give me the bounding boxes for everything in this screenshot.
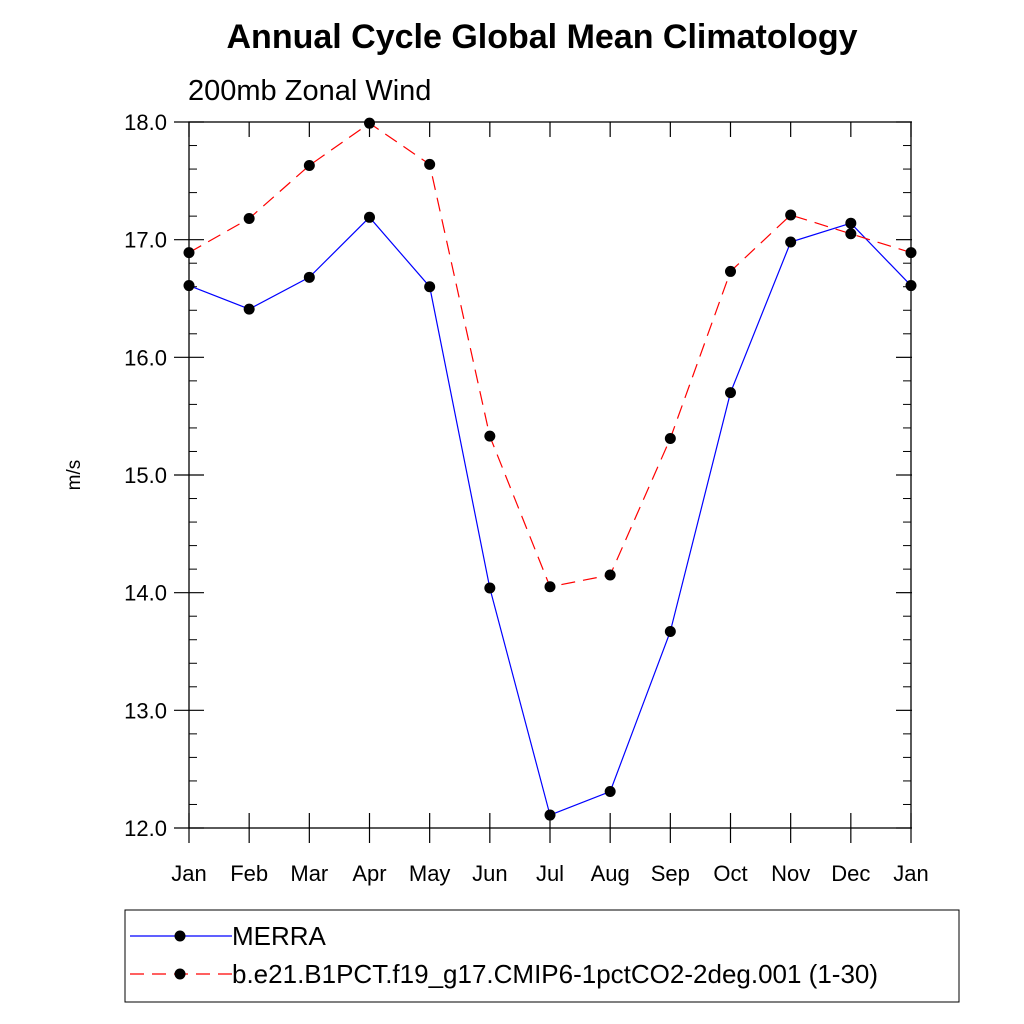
data-point [785, 236, 797, 248]
data-point [845, 228, 857, 240]
chart-title: Annual Cycle Global Mean Climatology [227, 18, 858, 56]
data-point [424, 281, 436, 293]
legend-label-1: b.e21.B1PCT.f19_g17.CMIP6-1pctCO2-2deg.0… [232, 959, 878, 989]
y-tick-label: 16.0 [124, 345, 167, 370]
data-point [243, 212, 255, 224]
x-tick-label: Jul [536, 861, 564, 886]
legend-label-0: MERRA [232, 921, 327, 951]
x-tick-label: Nov [771, 861, 810, 886]
x-tick-label: Jun [472, 861, 507, 886]
data-point [544, 581, 556, 593]
x-tick-label: May [409, 861, 451, 886]
data-point [364, 211, 375, 223]
y-tick-label: 12.0 [124, 816, 167, 841]
data-point [604, 786, 616, 798]
axis-ticks [174, 121, 912, 843]
x-tick-label: Oct [713, 861, 747, 886]
data-point [845, 217, 857, 229]
tick-labels: 12.0 13.0 14.0 15.0 16.0 17.0 18.0 Jan Feb Mar Apr… [124, 110, 929, 886]
x-tick-label: Jan [171, 861, 206, 886]
x-tick-label: Aug [591, 861, 630, 886]
data-point [725, 265, 736, 277]
series-line-0 [188, 216, 912, 816]
data-point [183, 247, 195, 259]
data-point [484, 582, 496, 594]
y-tick-label: 15.0 [124, 463, 167, 488]
data-point [484, 430, 496, 442]
data-point [725, 387, 736, 399]
data-point [303, 271, 315, 283]
legend-marker-1 [174, 968, 186, 980]
x-tick-label: Sep [651, 861, 690, 886]
series-layer [183, 117, 917, 821]
x-tick-label: Apr [352, 861, 386, 886]
data-point [905, 280, 917, 292]
y-tick-label: 13.0 [124, 698, 167, 723]
y-axis-label: m/s [64, 460, 85, 491]
data-point [424, 158, 436, 170]
data-point [905, 247, 917, 259]
data-point [664, 625, 676, 637]
data-point [303, 160, 315, 172]
chart-subtitle: 200mb Zonal Wind [188, 75, 431, 107]
data-point [604, 569, 616, 581]
x-tick-label: Feb [230, 861, 268, 886]
series-line-1 [188, 122, 912, 588]
data-point [243, 303, 255, 315]
data-point [364, 117, 375, 129]
data-point [183, 280, 195, 292]
data-point [544, 809, 556, 821]
y-tick-label: 14.0 [124, 581, 167, 606]
data-point [664, 433, 676, 445]
x-tick-label: Dec [831, 861, 870, 886]
x-tick-label: Jan [893, 861, 928, 886]
legend: MERRA b.e21.B1PCT.f19_g17.CMIP6-1pctCO2-2… [130, 921, 878, 989]
plot-frame [188, 121, 912, 829]
legend-box [124, 909, 960, 1003]
x-tick-label: Mar [290, 861, 328, 886]
legend-marker-0 [174, 930, 186, 942]
y-tick-label: 17.0 [124, 228, 167, 253]
y-tick-label: 18.0 [124, 110, 167, 135]
data-point [785, 209, 797, 221]
